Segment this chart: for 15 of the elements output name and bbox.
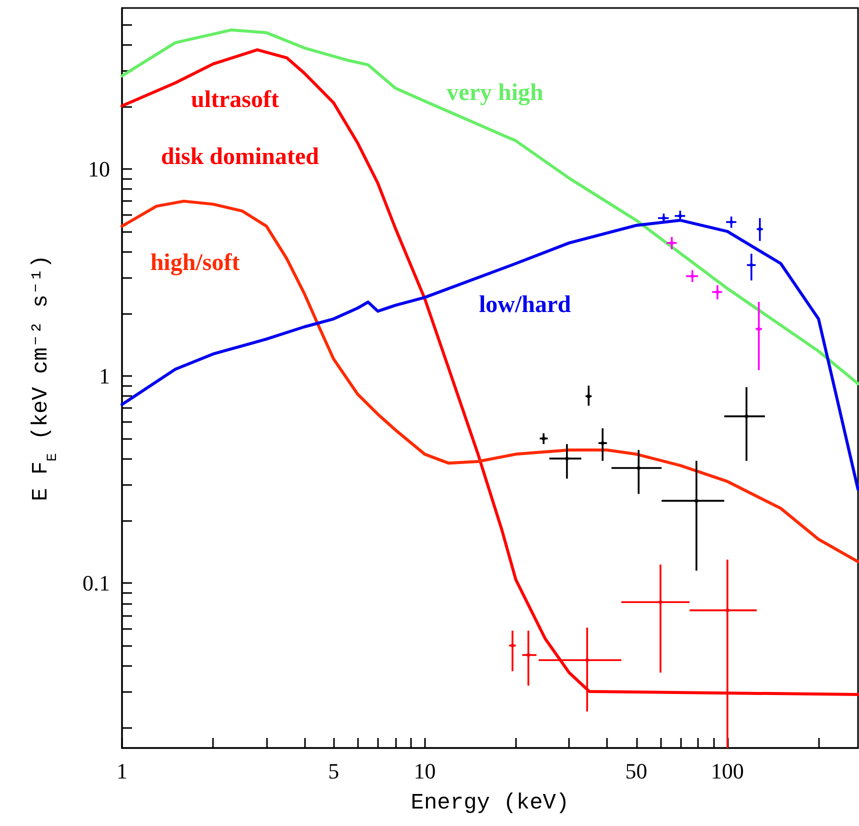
y-tick-label: 1 [99,364,110,389]
series-label: very high [446,80,544,106]
y-tick-label: 0.1 [82,570,110,596]
x-tick-label: 100 [710,758,744,784]
y-axis-title: E FE (keV cm⁻² s⁻¹) [28,254,61,502]
annotation: disk dominated [160,144,320,170]
x-tick-label: 50 [625,758,648,784]
x-tick-label: 5 [328,758,340,784]
series-label: low/hard [478,292,572,318]
x-axis-title: Energy (keV) [410,790,570,816]
y-tick-label: 10 [88,156,110,182]
series-label: high/soft [150,250,240,276]
series-label: ultrasoft [191,87,279,113]
x-tick-label: 1 [116,758,128,784]
x-tick-label: 10 [414,758,436,784]
